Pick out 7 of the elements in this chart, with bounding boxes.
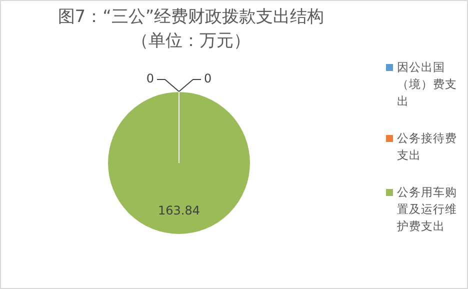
- data-label: 163.84: [158, 204, 200, 218]
- chart-title: 图7：“三公”经费财政拨款支出结构（单位：万元）: [56, 6, 326, 53]
- legend-label: 因公出国（境）费支出: [397, 59, 458, 110]
- text: 0: [204, 72, 212, 86]
- text: 0: [146, 72, 154, 86]
- legend-label: 公务接待费支出: [397, 130, 458, 164]
- legend-label: 公务用车购置及运行维护费支出: [397, 184, 458, 235]
